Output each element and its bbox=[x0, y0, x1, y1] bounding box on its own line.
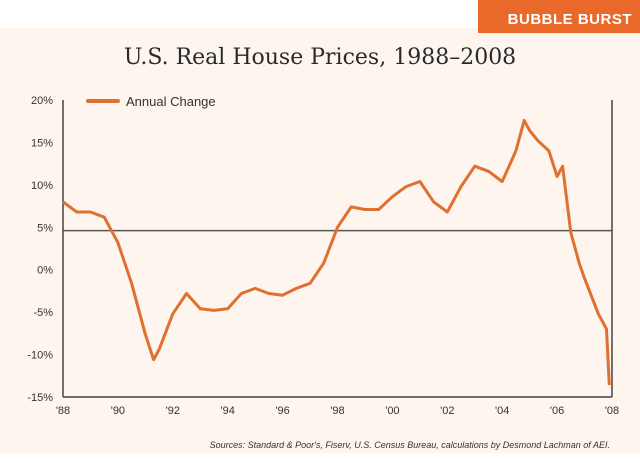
section-banner: BUBBLE BURST bbox=[478, 0, 640, 33]
chart-title: U.S. Real House Prices, 1988–2008 bbox=[123, 45, 517, 70]
series-line-annual-change bbox=[62, 118, 611, 386]
x-tick-label: '94 bbox=[221, 405, 235, 417]
source-note: Sources: Standard & Poor's, Fiserv, U.S.… bbox=[209, 440, 610, 450]
x-tick-label: '88 bbox=[56, 405, 70, 417]
y-tick-label: -5% bbox=[33, 307, 53, 319]
y-tick-label: -15% bbox=[27, 392, 53, 404]
x-tick-label: '90 bbox=[111, 405, 125, 417]
legend-label: Annual Change bbox=[126, 94, 216, 109]
x-tick-label: '04 bbox=[495, 405, 509, 417]
y-tick-label: 0% bbox=[37, 265, 53, 277]
y-tick-label: 5% bbox=[37, 222, 53, 234]
x-tick-label: '06 bbox=[550, 405, 564, 417]
x-tick-label: '08 bbox=[605, 405, 619, 417]
x-tick-label: '00 bbox=[385, 405, 399, 417]
x-tick-label: '96 bbox=[275, 405, 289, 417]
y-tick-label: 20% bbox=[31, 95, 53, 107]
x-tick-label: '98 bbox=[330, 405, 344, 417]
y-tick-label: -10% bbox=[27, 350, 53, 362]
y-tick-label: 15% bbox=[31, 137, 53, 149]
x-tick-label: '92 bbox=[166, 405, 180, 417]
y-tick-label: 10% bbox=[31, 180, 53, 192]
chart-panel bbox=[0, 28, 640, 453]
x-tick-label: '02 bbox=[440, 405, 454, 417]
